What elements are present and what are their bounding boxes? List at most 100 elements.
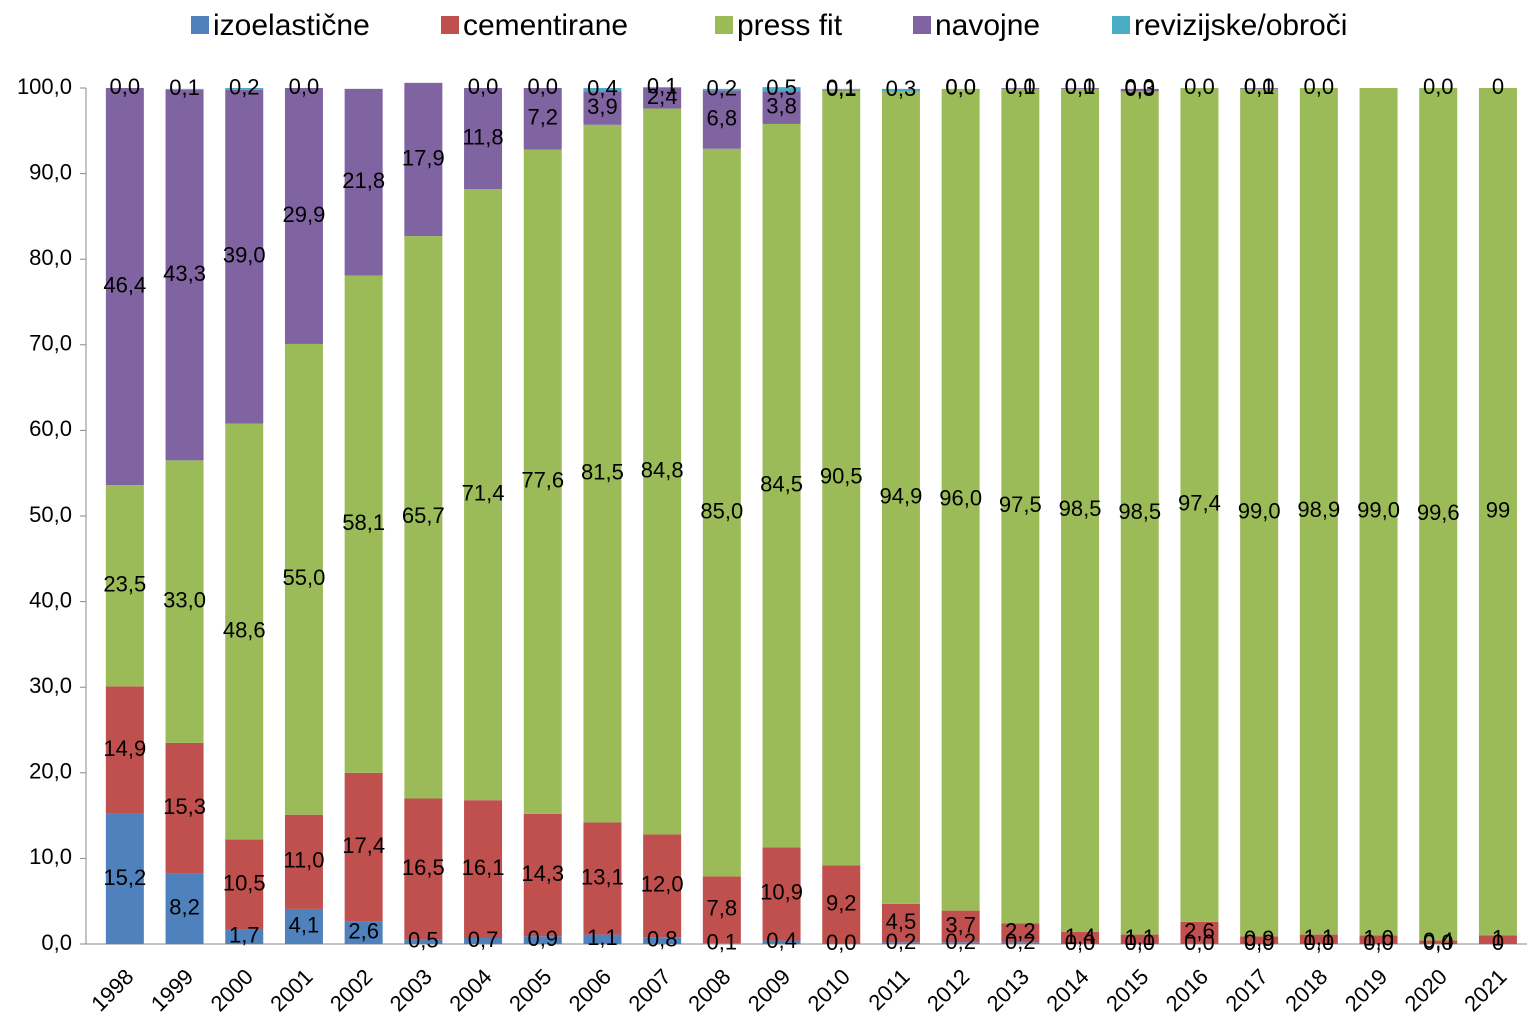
- bar-segment: [643, 87, 682, 88]
- data-label: 94,9: [880, 483, 923, 508]
- data-label: 0,2: [945, 929, 976, 954]
- data-label: 1,4: [1065, 924, 1096, 949]
- data-label: 0,1: [169, 75, 200, 100]
- x-tick-label: 2016: [1161, 964, 1213, 1016]
- bar-segment: [1359, 935, 1398, 944]
- x-tick-label: 2009: [743, 964, 795, 1016]
- x-tick-label: 2003: [385, 964, 437, 1016]
- x-tick-label: 2014: [1041, 964, 1093, 1016]
- y-tick-label: 70,0: [29, 331, 72, 356]
- legend-swatch: [715, 16, 733, 34]
- bar-segment: [165, 873, 204, 944]
- data-label: 99,0: [1357, 498, 1400, 523]
- data-label: 3,8: [766, 94, 797, 119]
- bar-segment: [702, 148, 741, 877]
- bar-segment: [643, 108, 682, 835]
- data-label: 0,0: [1423, 930, 1454, 955]
- data-label: 0,5: [766, 75, 797, 100]
- data-label: 21,8: [342, 168, 385, 193]
- legend-label: press fit: [737, 9, 843, 42]
- data-label: 58,1: [342, 510, 385, 535]
- data-label: 0,9: [527, 926, 558, 951]
- data-label: 15,3: [163, 794, 206, 819]
- data-label: 11,8: [462, 124, 503, 149]
- data-label: 97,4: [1178, 491, 1221, 516]
- x-tick-label: 2004: [444, 964, 496, 1016]
- legend-label: revizijske/obroči: [1134, 9, 1347, 42]
- y-tick-label: 10,0: [29, 844, 72, 869]
- bar-segment: [165, 742, 204, 874]
- data-label: 98,5: [1118, 499, 1161, 524]
- bar-segment: [1120, 88, 1159, 92]
- y-tick-label: 40,0: [29, 587, 72, 612]
- bar-segment: [1419, 88, 1458, 941]
- data-label: 46,4: [103, 272, 146, 297]
- bar-segment: [702, 88, 741, 91]
- bar-segment: [225, 423, 264, 840]
- bar-segment: [822, 90, 861, 866]
- data-label: 0,0: [1244, 74, 1275, 99]
- data-label: 7,2: [527, 105, 558, 130]
- data-label: 0,0: [110, 74, 141, 99]
- data-label: 0,1: [826, 76, 857, 101]
- data-label: 4,5: [886, 909, 917, 934]
- bar-segment: [1240, 88, 1279, 89]
- data-label: 65,7: [402, 503, 445, 528]
- data-label: 6,8: [707, 105, 738, 130]
- bar-segment: [881, 88, 920, 92]
- bar-segment: [344, 772, 383, 922]
- data-label: 96,0: [939, 486, 982, 511]
- data-label: 48,6: [223, 617, 266, 642]
- data-label: 2,2: [1005, 919, 1036, 944]
- data-label: 84,8: [641, 457, 684, 482]
- data-label: 0,4: [766, 928, 797, 953]
- data-label: 0,0: [1184, 74, 1215, 99]
- data-label: 15,2: [103, 865, 146, 890]
- x-tick-label: 2001: [265, 964, 317, 1016]
- data-label: 0,0: [1184, 930, 1215, 955]
- bar-segment: [583, 88, 622, 92]
- data-label: 0,0: [1124, 75, 1155, 100]
- bar-segment: [762, 123, 801, 848]
- data-label: 0,0: [527, 74, 558, 99]
- bar-segment: [762, 847, 801, 941]
- bar-segment: [523, 813, 562, 937]
- bar-segment: [464, 189, 503, 801]
- data-label: 0,3: [1124, 76, 1155, 101]
- y-tick-label: 80,0: [29, 245, 72, 270]
- bar-segment: [284, 343, 323, 815]
- bar-segment: [165, 89, 204, 461]
- data-label: 0,0: [1363, 930, 1394, 955]
- x-tick-label: 2020: [1400, 964, 1452, 1016]
- data-label: 0,0: [1304, 74, 1335, 99]
- data-label: 0,1: [707, 929, 738, 954]
- data-label: 0,2: [886, 929, 917, 954]
- bar-segment: [941, 942, 980, 944]
- data-label: 0,0: [468, 74, 499, 99]
- legend-label: cementirane: [463, 9, 628, 42]
- bar-segment: [1478, 935, 1517, 944]
- legend-swatch: [1112, 16, 1130, 34]
- bar-segment: [1180, 921, 1219, 944]
- data-label: 0,1: [826, 75, 857, 100]
- bar-segment: [344, 921, 383, 944]
- bar-segment: [881, 903, 920, 943]
- bar-segment: [284, 908, 323, 944]
- bar-segment: [1001, 88, 1040, 89]
- data-label: 16,1: [462, 855, 505, 880]
- data-label: 0,1: [1005, 74, 1036, 99]
- data-label: 1,1: [1124, 925, 1155, 950]
- bar-segment: [822, 88, 861, 90]
- bar-segment: [881, 942, 920, 944]
- data-label: 29,9: [283, 202, 326, 227]
- data-label: 77,6: [521, 468, 564, 493]
- bar-segment: [225, 929, 264, 944]
- bar-segment: [583, 124, 622, 823]
- bar-segment: [762, 940, 801, 944]
- bar-segment: [105, 686, 144, 814]
- x-tick-label: 2010: [803, 964, 855, 1016]
- bar-segment: [523, 88, 562, 150]
- x-tick-label: 2007: [624, 964, 676, 1016]
- data-label: 0,1: [647, 73, 678, 98]
